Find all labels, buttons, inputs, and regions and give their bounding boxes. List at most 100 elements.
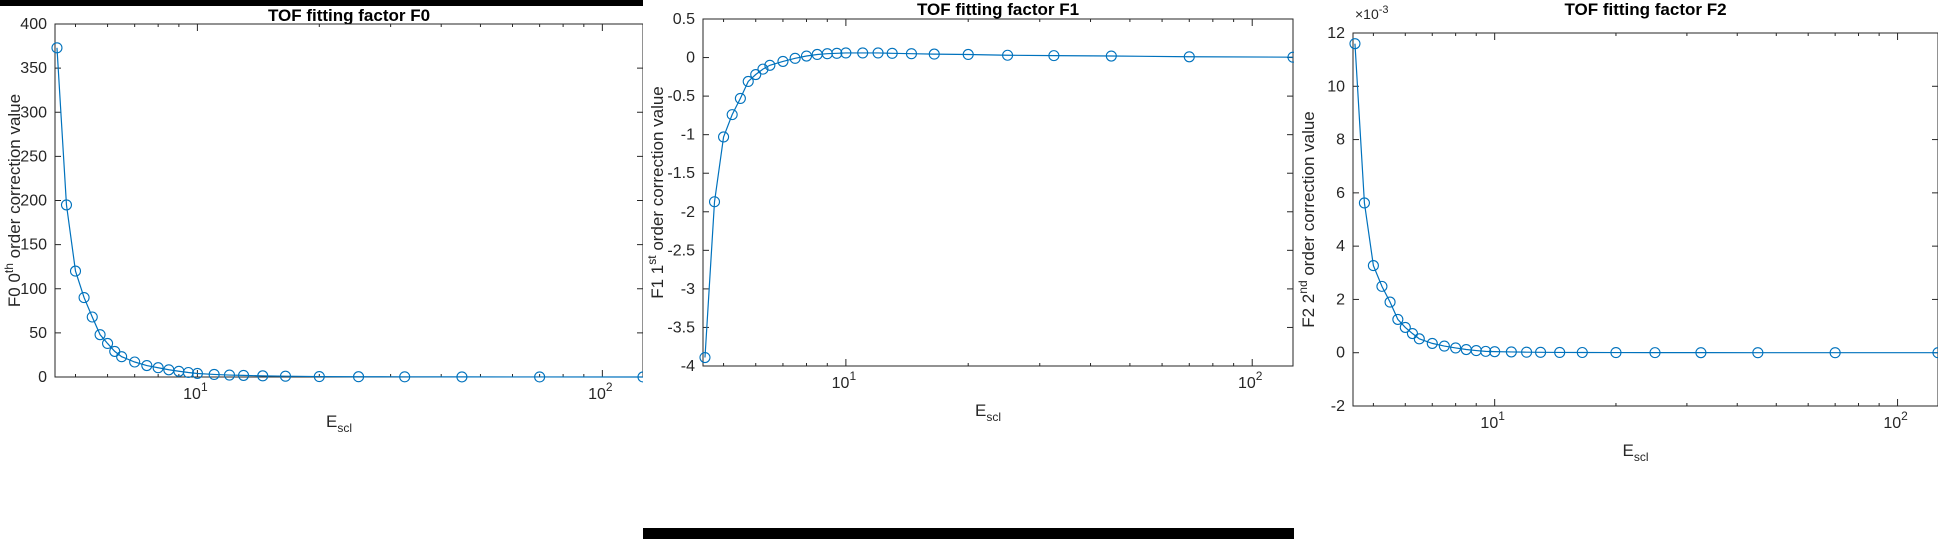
- data-point: [1105, 50, 1117, 62]
- data-point: [1610, 347, 1622, 359]
- chart-title: TOF fitting factor F0: [268, 6, 430, 25]
- x-tick-label: 101: [183, 380, 208, 403]
- y-tick-label: -2: [681, 204, 695, 221]
- y-tick-label: -0.5: [667, 88, 695, 105]
- data-point: [313, 371, 325, 383]
- series-line: [1354, 43, 1938, 354]
- data-point: [962, 48, 974, 61]
- y-axis-label: F2 2nd order correction value: [1296, 111, 1318, 328]
- y-tick-label: 200: [20, 193, 47, 210]
- data-point: [1535, 346, 1547, 358]
- data-point: [872, 47, 884, 59]
- data-point: [237, 369, 250, 381]
- data-point: [1521, 346, 1533, 358]
- data-point: [456, 371, 468, 383]
- data-point: [534, 371, 546, 383]
- data-point: [1349, 38, 1361, 50]
- data-point: [257, 370, 269, 382]
- plot-area: [54, 23, 643, 378]
- y-tick-label: 12: [1327, 25, 1345, 42]
- data-point: [1399, 321, 1411, 333]
- data-point: [1829, 347, 1841, 359]
- data-point: [116, 351, 128, 363]
- series-line: [56, 47, 643, 378]
- chart-panel-f2: TOF fitting factor F2 -2 0 2 4 6 8 10 12 101 102 Es…: [1294, 0, 1938, 539]
- x-tick-label: 102: [588, 380, 613, 403]
- data-point: [1426, 337, 1438, 349]
- data-point: [857, 47, 869, 59]
- data-point: [1554, 346, 1566, 358]
- chart-panel-f1: TOF fitting factor F1 -4 -3.5 -3 -2.5 -2 -1.5 -…: [643, 0, 1294, 528]
- data-point: [279, 370, 292, 382]
- data-point: [800, 50, 813, 62]
- x-tick-label: 101: [832, 369, 857, 392]
- data-point: [905, 48, 918, 60]
- data-point: [1438, 340, 1450, 352]
- data-point: [637, 371, 643, 383]
- y-tick-label: -3: [681, 281, 695, 298]
- y-tick-label: 100: [20, 281, 47, 298]
- data-point: [1406, 327, 1418, 340]
- data-point: [726, 109, 738, 121]
- chart-panel-f0: TOF fitting factor F0 0 50 100 150 200 250 300 3…: [0, 6, 643, 539]
- data-point: [1576, 346, 1588, 359]
- data-point: [1413, 333, 1425, 345]
- data-point: [1505, 346, 1517, 358]
- data-point: [750, 68, 762, 81]
- series-line: [704, 52, 1294, 358]
- data-point: [69, 265, 82, 277]
- data-point: [1287, 51, 1294, 63]
- data-point: [60, 199, 73, 211]
- data-point: [1367, 260, 1379, 272]
- data-point: [109, 345, 121, 357]
- data-point: [182, 366, 194, 379]
- y-exponent-label: ×10-3: [1355, 4, 1389, 22]
- y-tick-label: -3.5: [667, 319, 695, 336]
- y-tick-label: 10: [1327, 78, 1345, 95]
- data-point: [718, 131, 730, 143]
- data-point: [1450, 342, 1462, 354]
- data-point: [840, 47, 852, 59]
- data-point: [734, 92, 746, 104]
- chart-title: TOF fitting factor F2: [1564, 0, 1726, 19]
- y-tick-label: 50: [29, 325, 47, 342]
- y-tick-label: 350: [20, 60, 47, 77]
- data-point: [742, 75, 754, 88]
- chart-title: TOF fitting factor F1: [917, 0, 1079, 19]
- data-point: [1048, 50, 1060, 62]
- data-point: [1358, 197, 1370, 209]
- data-point: [208, 368, 220, 380]
- y-tick-label: 4: [1336, 238, 1345, 255]
- data-point: [94, 329, 106, 341]
- plot-area: [1352, 32, 1938, 407]
- data-point: [764, 59, 776, 71]
- data-point: [352, 371, 365, 383]
- data-point: [1480, 345, 1492, 357]
- data-point: [191, 367, 203, 380]
- x-axis-label: Escl: [326, 412, 352, 435]
- chart-f2: TOF fitting factor F2 -2 0 2 4 6 8 10 12 101 102 Es…: [1296, 0, 1938, 464]
- data-point: [789, 52, 801, 64]
- x-tick-label: 102: [1238, 369, 1263, 392]
- y-tick-label: 0: [38, 369, 47, 386]
- data-point: [51, 42, 63, 54]
- data-point: [699, 351, 711, 364]
- data-point: [1002, 49, 1014, 61]
- x-axis-label: Escl: [1622, 441, 1648, 464]
- plot-area: [702, 18, 1294, 367]
- y-tick-label: 0: [1336, 345, 1345, 362]
- data-point: [141, 359, 153, 372]
- y-tick-label: -1.5: [667, 165, 695, 182]
- y-tick-label: 8: [1336, 132, 1345, 149]
- y-tick-label: 0: [686, 50, 695, 67]
- data-point: [1392, 313, 1404, 325]
- y-tick-label: 400: [20, 16, 47, 33]
- data-point: [1695, 347, 1707, 359]
- y-tick-label: 300: [20, 104, 47, 121]
- y-tick-label: 0.5: [673, 11, 695, 28]
- data-point: [1752, 347, 1764, 359]
- x-tick-label: 102: [1883, 409, 1908, 432]
- data-point: [78, 292, 90, 304]
- y-tick-label: -4: [681, 358, 695, 375]
